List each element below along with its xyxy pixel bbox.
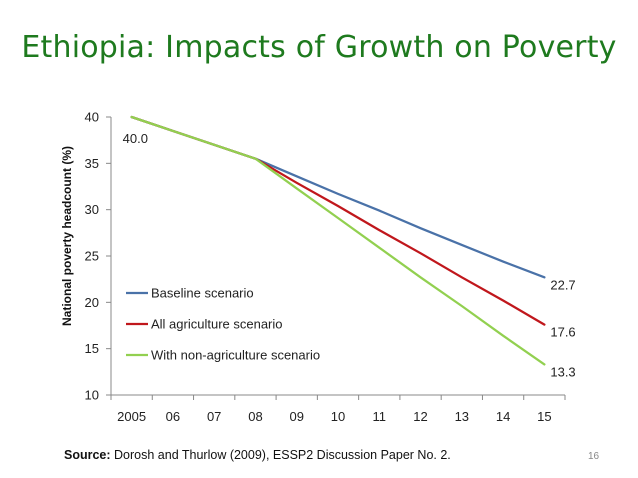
y-tick-label: 25 bbox=[85, 249, 99, 264]
x-tick-label: 13 bbox=[455, 409, 469, 424]
x-tick-label: 14 bbox=[496, 409, 510, 424]
y-tick-label: 35 bbox=[85, 156, 99, 171]
y-tick-label: 10 bbox=[85, 388, 99, 403]
x-tick-label: 09 bbox=[289, 409, 303, 424]
data-label: 17.6 bbox=[550, 325, 575, 340]
y-tick-label: 20 bbox=[85, 295, 99, 310]
y-tick-label: 15 bbox=[85, 341, 99, 356]
legend-entry: All agriculture scenario bbox=[151, 317, 283, 332]
x-tick-label: 10 bbox=[331, 409, 345, 424]
source-text: Dorosh and Thurlow (2009), ESSP2 Discuss… bbox=[110, 448, 451, 462]
x-tick-label: 2005 bbox=[117, 409, 146, 424]
page-number: 16 bbox=[588, 451, 600, 462]
y-tick-label: 30 bbox=[85, 202, 99, 217]
x-tick-label: 07 bbox=[207, 409, 221, 424]
x-tick-label: 15 bbox=[537, 409, 551, 424]
slide-title: Ethiopia: Impacts of Growth on Poverty bbox=[21, 30, 617, 65]
series-line-1 bbox=[130, 115, 546, 279]
x-tick-label: 12 bbox=[413, 409, 427, 424]
series-line-3 bbox=[130, 115, 546, 366]
y-tick-label: 40 bbox=[85, 110, 99, 125]
x-tick-label: 06 bbox=[166, 409, 180, 424]
source-note: Source: Dorosh and Thurlow (2009), ESSP2… bbox=[64, 448, 451, 462]
data-label: 40.0 bbox=[123, 131, 148, 146]
y-axis-label: National poverty headcount (%) bbox=[60, 146, 74, 326]
data-label: 13.3 bbox=[550, 364, 575, 379]
x-tick-label: 08 bbox=[248, 409, 262, 424]
legend-entry: Baseline scenario bbox=[151, 286, 254, 301]
x-tick-label: 11 bbox=[373, 409, 387, 424]
legend-entry: With non-agriculture scenario bbox=[151, 348, 320, 363]
source-label: Source: bbox=[64, 448, 111, 462]
data-label: 22.7 bbox=[550, 277, 575, 292]
